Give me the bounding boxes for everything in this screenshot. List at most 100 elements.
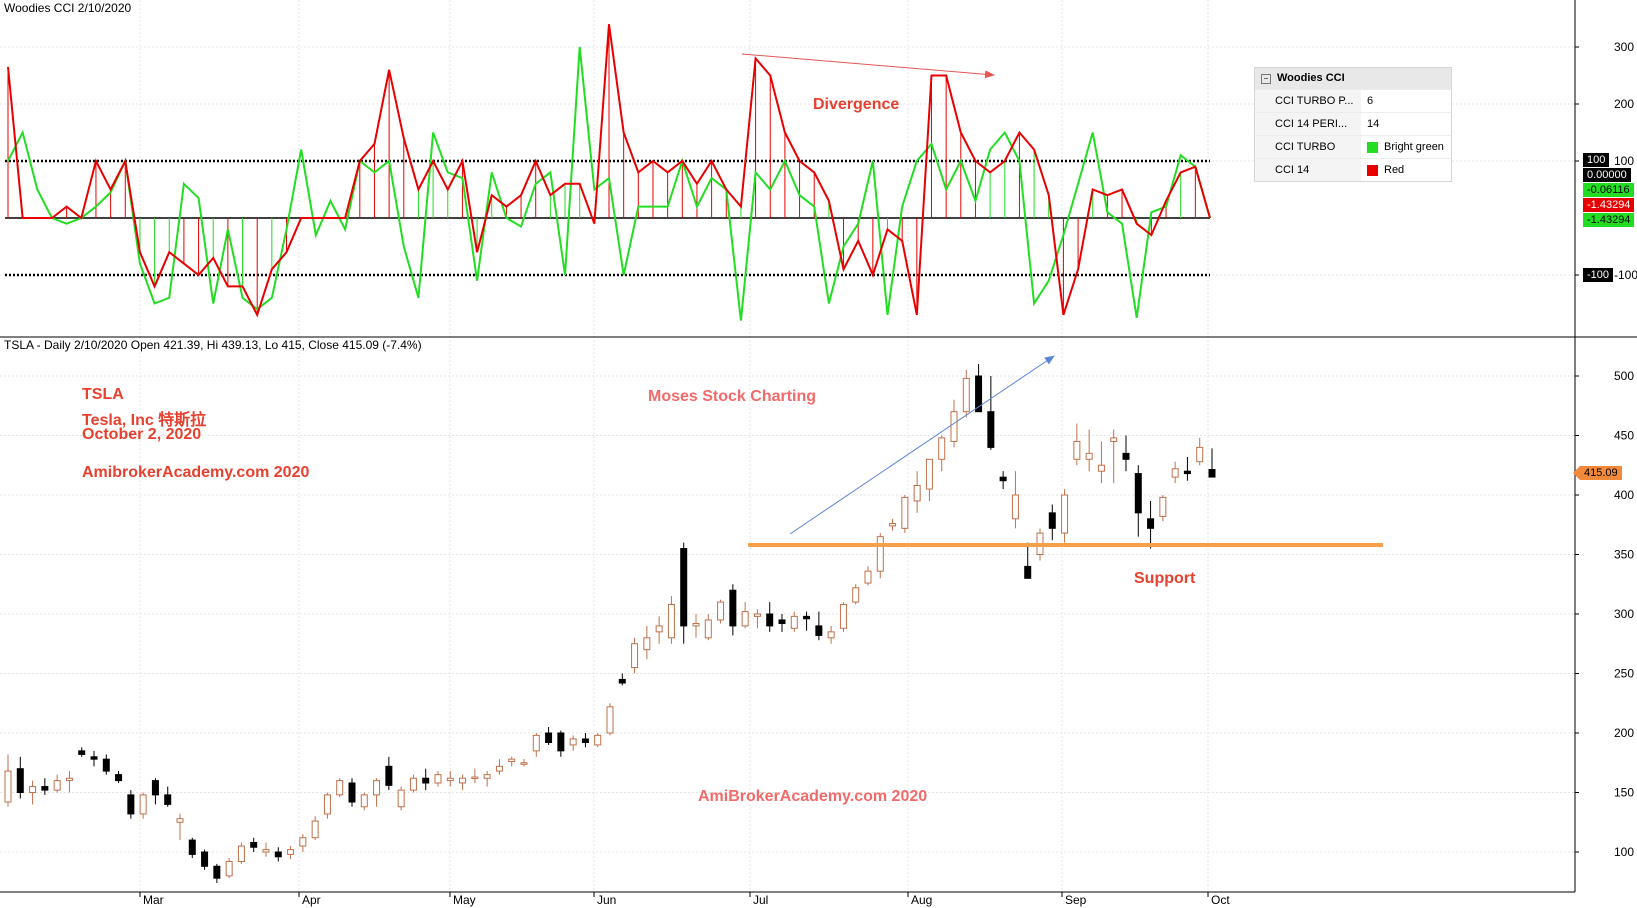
candle-body bbox=[151, 780, 159, 796]
candle-body bbox=[225, 861, 233, 877]
candle-body bbox=[1147, 518, 1155, 529]
candle-body bbox=[950, 411, 958, 442]
candle-body bbox=[311, 820, 319, 839]
property-value: Bright green bbox=[1361, 136, 1451, 158]
price-tick-label: 150 bbox=[1614, 786, 1634, 800]
cci-tick-label: 100 bbox=[1614, 154, 1634, 168]
candle-body bbox=[778, 619, 786, 625]
cci-tag-zero: 0.00000 bbox=[1583, 168, 1631, 182]
candle-body bbox=[188, 839, 196, 855]
price-tick-label: 100 bbox=[1614, 845, 1634, 859]
price-tick-label: 300 bbox=[1614, 607, 1634, 621]
price-tag-pointer bbox=[1573, 466, 1580, 480]
candle-body bbox=[1073, 440, 1081, 460]
candle-body bbox=[1122, 452, 1130, 460]
candle-body bbox=[643, 637, 651, 651]
cci-turbo-line bbox=[7, 46, 1211, 321]
site-label: AmibrokerAcademy.com 2020 bbox=[82, 464, 310, 481]
candle-body bbox=[545, 732, 553, 744]
cci-tick-label: 200 bbox=[1614, 97, 1634, 111]
candle-body bbox=[1208, 469, 1216, 478]
color-swatch bbox=[1367, 141, 1378, 153]
candle-body bbox=[434, 774, 442, 784]
month-label: Jul bbox=[753, 893, 768, 907]
candle-body bbox=[889, 523, 897, 527]
month-label: May bbox=[453, 893, 476, 907]
candle-body bbox=[459, 777, 467, 784]
candle-body bbox=[815, 625, 823, 636]
cci-tag-100: 100 bbox=[1583, 153, 1610, 167]
candle-body bbox=[127, 794, 135, 815]
candle-body bbox=[766, 613, 774, 627]
candle-body bbox=[1011, 494, 1019, 520]
candle-body bbox=[41, 786, 49, 791]
property-value: 6 bbox=[1367, 95, 1374, 107]
price-tick-label: 200 bbox=[1614, 726, 1634, 740]
candle-body bbox=[508, 758, 516, 763]
candle-body bbox=[741, 611, 749, 627]
candle-body bbox=[655, 625, 663, 633]
month-label: Mar bbox=[143, 893, 164, 907]
properties-title[interactable]: − Woodies CCI bbox=[1255, 68, 1451, 89]
candle-body bbox=[864, 570, 872, 584]
cci-tag-turbo: -0.06116 bbox=[1583, 183, 1634, 197]
month-label: Oct bbox=[1211, 893, 1230, 907]
candle-body bbox=[102, 758, 110, 772]
candle-body bbox=[348, 782, 356, 803]
divergence-label: Divergence bbox=[813, 96, 900, 113]
candle-body bbox=[1048, 512, 1056, 529]
candle-body bbox=[1061, 494, 1069, 534]
candle-body bbox=[1085, 452, 1093, 460]
property-row[interactable]: CCI TURBO Bright green bbox=[1255, 135, 1451, 158]
candle-body bbox=[581, 738, 589, 744]
candle-body bbox=[901, 496, 909, 529]
candle-body bbox=[16, 768, 24, 794]
property-row[interactable]: CCI 14 Red bbox=[1255, 158, 1451, 181]
cci-tick-label: -100 bbox=[1614, 268, 1637, 282]
watermark-top: Moses Stock Charting bbox=[648, 388, 817, 405]
month-label: Apr bbox=[302, 893, 321, 907]
property-value: 14 bbox=[1367, 118, 1380, 130]
candle-body bbox=[704, 619, 712, 639]
cci14-line bbox=[7, 24, 1211, 318]
candle-body bbox=[250, 841, 258, 848]
month-label: Aug bbox=[911, 893, 932, 907]
candle-body bbox=[1159, 496, 1167, 517]
candle-body bbox=[422, 777, 430, 784]
candle-body bbox=[680, 548, 688, 627]
property-key: CCI 14 bbox=[1255, 159, 1361, 181]
candle-body bbox=[471, 776, 479, 780]
candle-body bbox=[631, 643, 639, 669]
candle-body bbox=[532, 734, 540, 752]
candle-body bbox=[962, 377, 970, 413]
candle-body bbox=[999, 476, 1007, 482]
price-tick-label: 250 bbox=[1614, 667, 1634, 681]
candle-body bbox=[446, 777, 454, 782]
candle-body bbox=[274, 851, 282, 858]
price-tag: 415.09 bbox=[1580, 466, 1622, 480]
candle-body bbox=[299, 837, 307, 847]
candle-body bbox=[1196, 446, 1204, 463]
candle-body bbox=[729, 589, 737, 627]
property-key: CCI TURBO bbox=[1255, 136, 1361, 158]
cci-tag-minus100: -100 bbox=[1583, 268, 1614, 282]
property-row[interactable]: CCI 14 PERI... 14 bbox=[1255, 112, 1451, 135]
candle-body bbox=[876, 536, 884, 572]
candle-body bbox=[594, 734, 602, 746]
candle-body bbox=[1171, 468, 1179, 478]
candle-body bbox=[1097, 464, 1105, 472]
candle-body bbox=[987, 411, 995, 448]
color-swatch bbox=[1367, 164, 1378, 176]
collapse-icon[interactable]: − bbox=[1261, 74, 1271, 84]
candle-body bbox=[557, 732, 565, 752]
property-row[interactable]: CCI TURBO P... 6 bbox=[1255, 89, 1451, 112]
candle-body bbox=[53, 780, 61, 791]
candle-body bbox=[323, 794, 331, 815]
candle-body bbox=[569, 738, 577, 746]
candle-body bbox=[115, 774, 123, 782]
candle-body bbox=[520, 762, 528, 765]
candle-body bbox=[692, 623, 700, 627]
property-key: CCI TURBO P... bbox=[1255, 90, 1361, 112]
support-label: Support bbox=[1134, 570, 1196, 587]
